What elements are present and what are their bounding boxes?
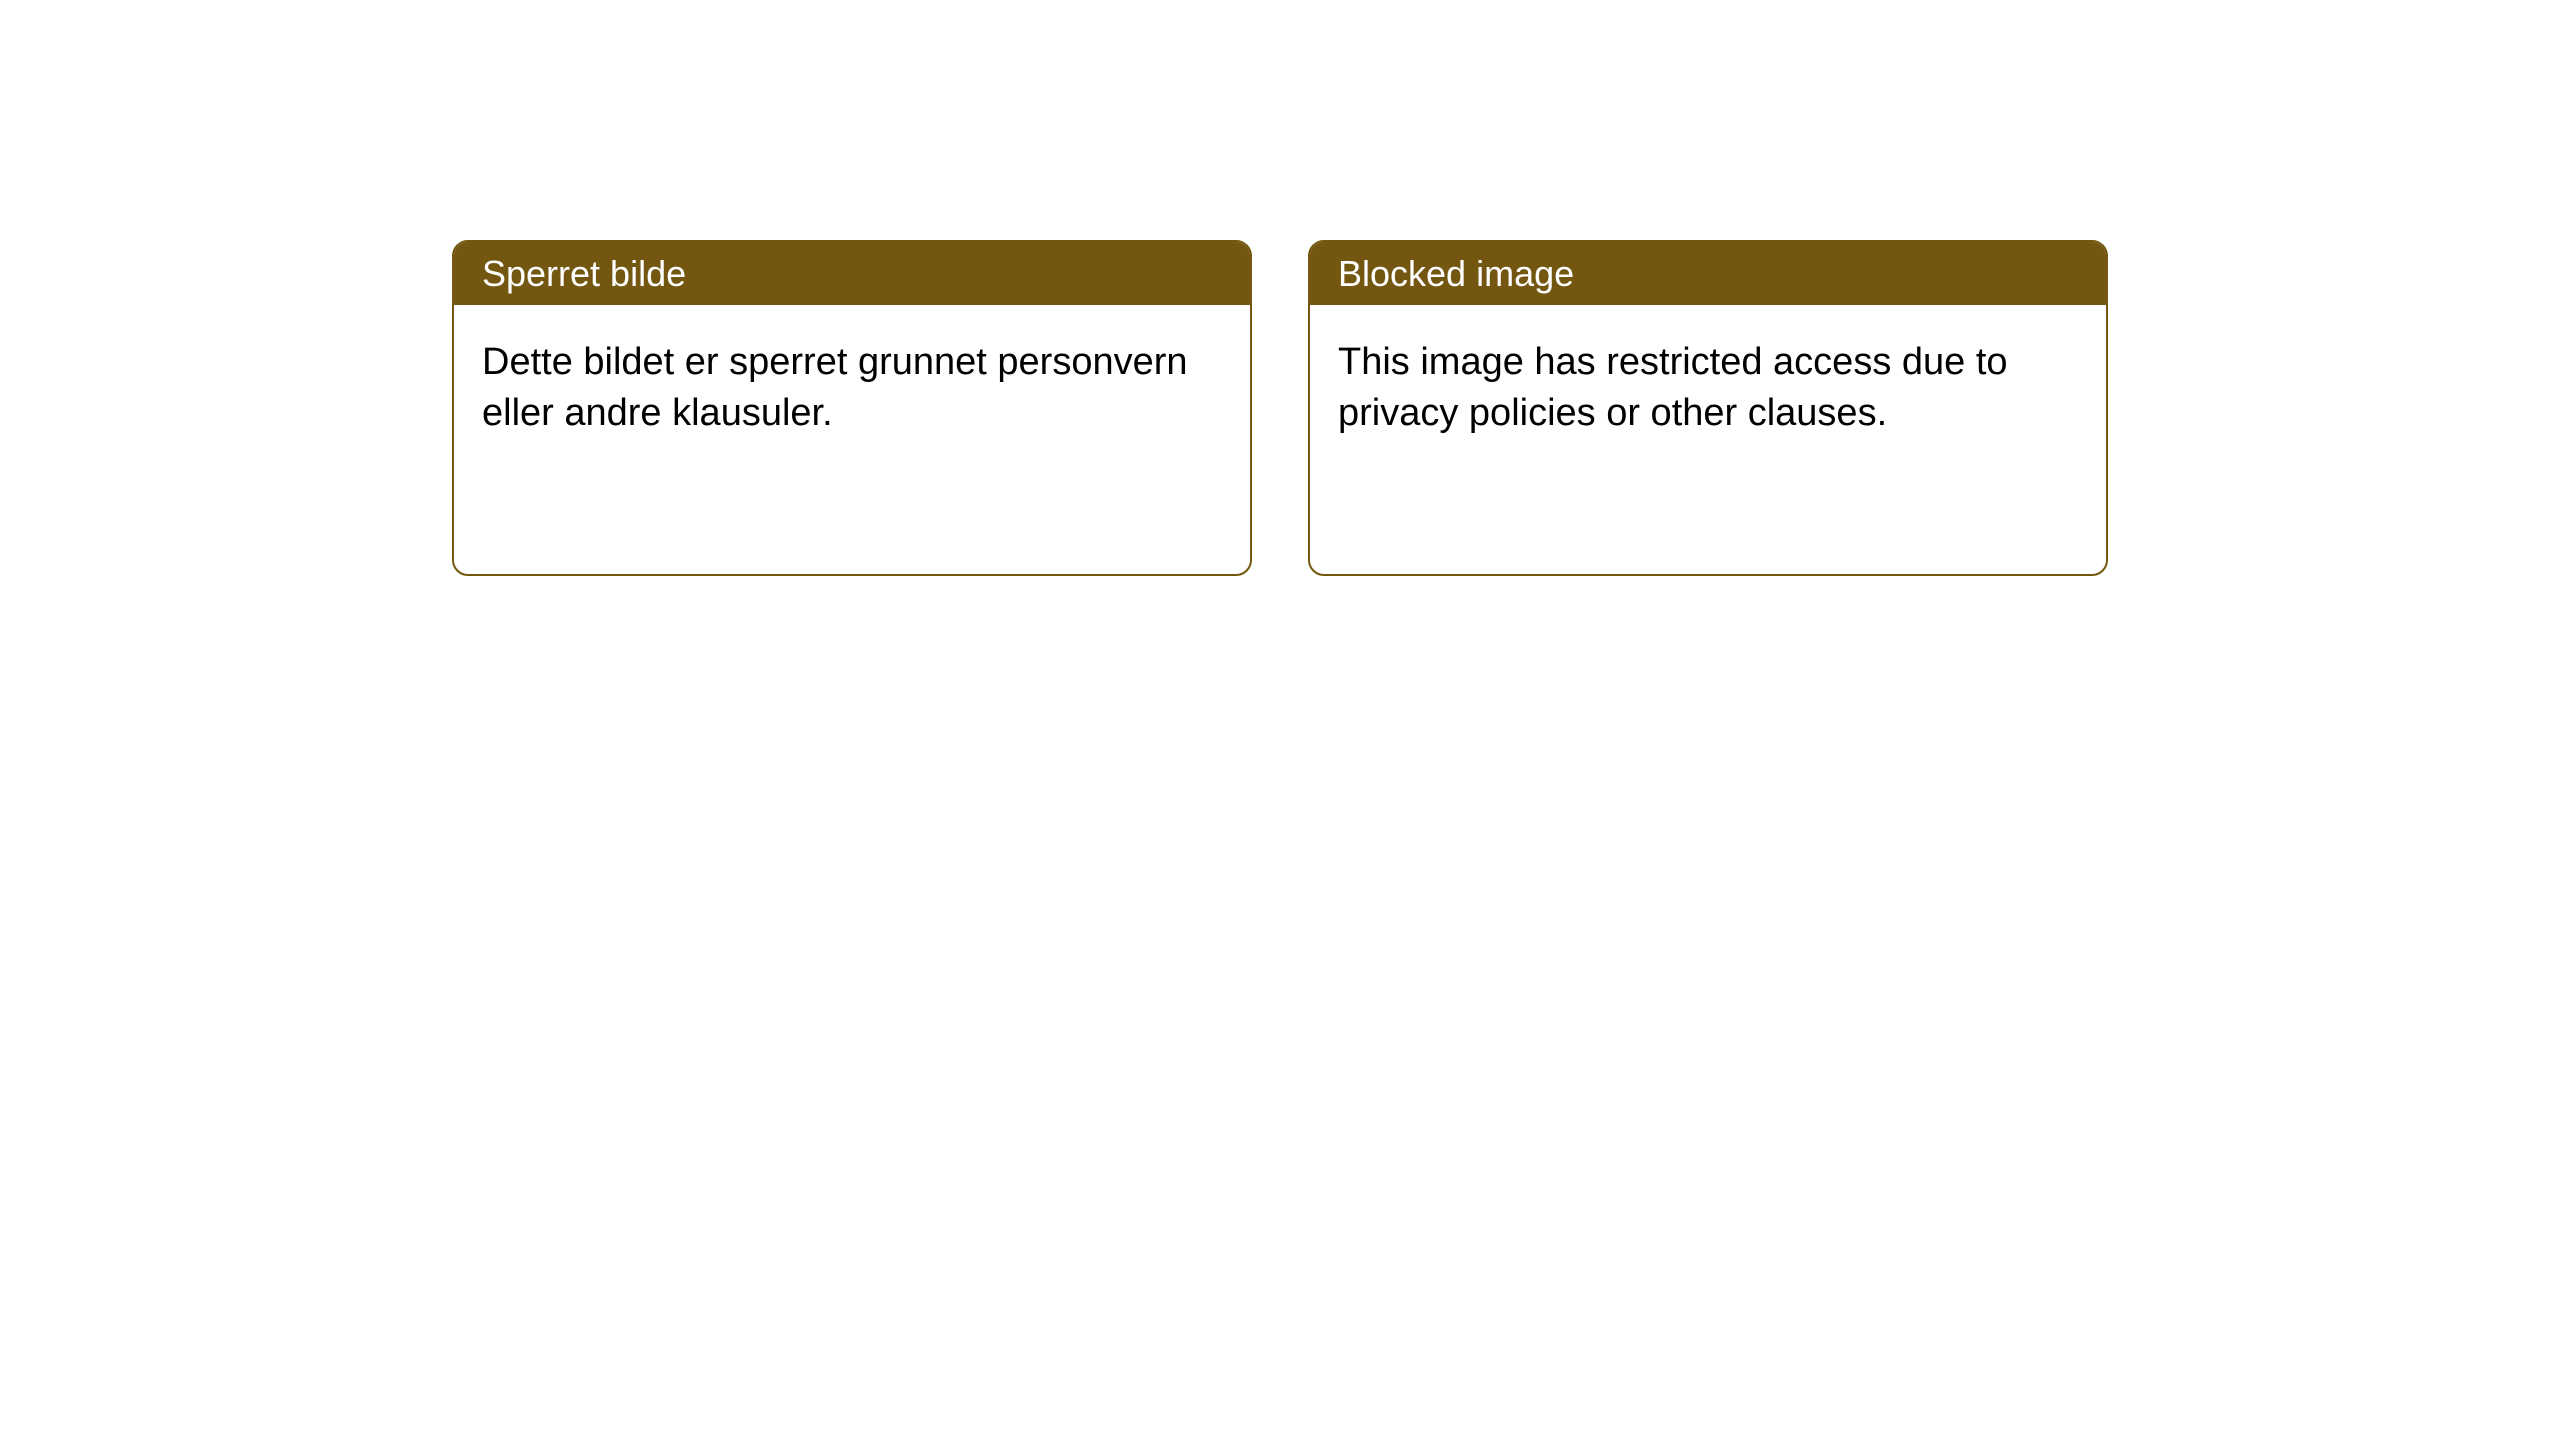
notice-card-body: Dette bildet er sperret grunnet personve…	[454, 305, 1250, 472]
notice-card-title: Blocked image	[1310, 242, 2106, 305]
notice-card-title: Sperret bilde	[454, 242, 1250, 305]
notice-card-body: This image has restricted access due to …	[1310, 305, 2106, 472]
notice-container: Sperret bilde Dette bildet er sperret gr…	[452, 240, 2108, 1440]
notice-card-norwegian: Sperret bilde Dette bildet er sperret gr…	[452, 240, 1252, 576]
notice-card-english: Blocked image This image has restricted …	[1308, 240, 2108, 576]
